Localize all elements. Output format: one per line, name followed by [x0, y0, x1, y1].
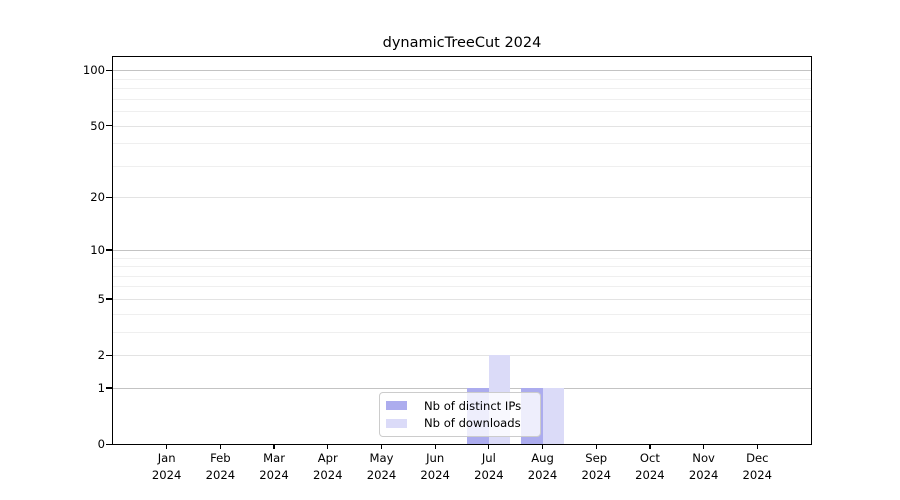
y-axis-tick-label: 10: [90, 242, 105, 257]
x-axis-tick-mark: [649, 444, 651, 449]
x-axis-tick-label: Oct 2024: [620, 450, 680, 483]
x-axis-tick-label: Nov 2024: [674, 450, 734, 483]
x-axis-tick-mark: [166, 444, 168, 449]
x-axis-tick-label: Mar 2024: [244, 450, 304, 483]
grid-line-minor: [113, 286, 811, 288]
x-axis-month: Apr: [317, 451, 338, 465]
grid-line-minor: [113, 111, 811, 113]
plot-area: [113, 57, 811, 444]
grid-line-minor: [113, 165, 811, 167]
grid-line-minor: [113, 275, 811, 277]
x-axis-year: 2024: [366, 467, 397, 482]
x-axis-tick-mark: [327, 444, 329, 449]
x-axis-month: Feb: [210, 451, 231, 465]
x-axis-month: Aug: [531, 451, 554, 465]
x-axis-year: 2024: [742, 467, 773, 482]
x-axis-month: Dec: [746, 451, 769, 465]
legend: Nb of distinct IPs Nb of downloads: [379, 392, 541, 437]
x-axis-year: 2024: [688, 467, 719, 482]
x-axis-year: 2024: [635, 467, 665, 482]
x-axis-tick-mark: [541, 444, 544, 449]
grid-line-major: [113, 298, 811, 300]
grid-line-major: [113, 355, 811, 357]
x-axis-tick-label: Apr 2024: [298, 450, 358, 483]
x-axis-year: 2024: [474, 467, 504, 482]
x-axis-year: 2024: [151, 467, 182, 482]
y-axis-tick-label: 0: [97, 437, 105, 451]
x-axis-month: Jul: [481, 451, 496, 465]
grid-line-minor: [113, 257, 811, 259]
grid-line-minor: [113, 331, 811, 333]
chart-title: dynamicTreeCut 2024: [382, 35, 542, 51]
y-axis-tick-mark: [106, 69, 113, 72]
x-axis-tick-mark: [219, 444, 222, 449]
x-axis-tick-mark: [595, 444, 597, 449]
y-axis-tick-mark: [106, 443, 113, 445]
legend-label-distinct-ips: Nb of distinct IPs: [424, 398, 522, 413]
grid-line-major: [113, 197, 811, 199]
legend-label-downloads: Nb of downloads: [424, 416, 521, 431]
x-axis-tick-mark: [434, 444, 436, 449]
legend-swatch-downloads: [386, 418, 407, 428]
x-axis-tick-label: Feb 2024: [190, 450, 250, 483]
grid-line-minor: [113, 313, 811, 315]
grid-line-major: [113, 125, 811, 127]
y-axis-tick-label: 5: [97, 291, 105, 306]
y-axis-tick-label: 1: [97, 380, 105, 395]
y-axis-tick-mark: [106, 196, 113, 199]
y-axis-tick-label: 2: [97, 348, 105, 363]
legend-item-downloads: Nb of downloads: [386, 416, 534, 430]
x-axis-tick-label: Dec 2024: [727, 450, 787, 483]
x-axis-tick-label: Jun 2024: [405, 450, 465, 483]
grid-line-major: [113, 70, 811, 72]
x-axis-month: Sep: [585, 451, 608, 465]
grid-line-minor: [113, 98, 811, 100]
grid-line-minor: [113, 266, 811, 268]
x-axis-tick-label: Aug 2024: [513, 450, 573, 483]
y-axis-tick-mark: [106, 249, 113, 251]
x-axis-tick-mark: [380, 444, 383, 449]
x-axis-tick-label: Jul 2024: [459, 450, 519, 483]
x-axis-month: Oct: [639, 451, 660, 465]
y-axis-tick-mark: [106, 125, 113, 127]
y-axis-tick-label: 100: [82, 63, 105, 78]
x-axis-tick-mark: [702, 444, 705, 449]
y-axis-tick-label: 50: [90, 118, 105, 133]
grid-line-minor: [113, 143, 811, 145]
legend-swatch-distinct-ips: [386, 401, 407, 411]
x-axis-year: 2024: [259, 467, 289, 482]
x-axis-tick-label: Jan 2024: [137, 450, 197, 483]
x-axis-tick-mark: [756, 444, 758, 449]
x-axis-tick-label: Sep 2024: [566, 450, 626, 483]
grid-line-major: [113, 249, 811, 251]
x-axis-tick-mark: [488, 444, 490, 449]
bar-nb-of-downloads-aug: [542, 387, 564, 444]
x-axis-month: Mar: [263, 451, 285, 465]
x-axis-year: 2024: [205, 467, 236, 482]
x-axis-tick-label: May 2024: [351, 450, 411, 483]
x-axis-year: 2024: [313, 467, 343, 482]
x-axis-tick-mark: [273, 444, 275, 449]
x-axis-year: 2024: [581, 467, 611, 482]
y-axis-tick-mark: [106, 298, 113, 300]
grid-line-minor: [113, 88, 811, 90]
x-axis-month: Nov: [692, 451, 715, 465]
x-axis-month: May: [369, 451, 394, 465]
y-axis-tick-label: 20: [90, 190, 105, 205]
x-axis-month: Jun: [426, 451, 445, 465]
y-axis-tick-mark: [106, 387, 113, 389]
x-axis-year: 2024: [420, 467, 450, 482]
grid-line-major: [113, 387, 811, 389]
grid-line-minor: [113, 78, 811, 80]
x-axis-month: Jan: [157, 451, 176, 465]
x-axis-year: 2024: [527, 467, 558, 482]
legend-item-distinct-ips: Nb of distinct IPs: [386, 399, 534, 413]
y-axis-tick-mark: [106, 354, 113, 356]
